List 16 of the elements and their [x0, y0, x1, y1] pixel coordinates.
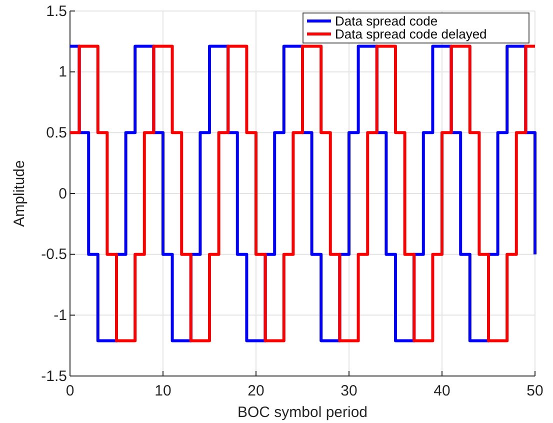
y-axis-title: Amplitude	[11, 160, 28, 227]
x-tick-label: 40	[434, 382, 450, 400]
y-tick-label: 1.5	[46, 2, 67, 20]
x-tick-label: 50	[526, 382, 544, 400]
y-tick-label: -1	[54, 306, 67, 324]
y-tick-label: 0	[58, 185, 67, 202]
x-tick-label: 30	[340, 382, 358, 400]
x-tick-label: 10	[154, 382, 172, 400]
y-tick-label: -0.5	[41, 246, 67, 264]
x-tick-label: 20	[248, 382, 264, 400]
legend-label: Data spread code delayed	[335, 26, 487, 42]
x-axis-title: BOC symbol period	[237, 404, 368, 421]
legend-label: Data spread code	[335, 14, 438, 28]
y-tick-label: 1	[58, 64, 67, 81]
y-tick-label: -1.5	[41, 368, 67, 385]
y-tick-label: 0.5	[46, 124, 67, 142]
